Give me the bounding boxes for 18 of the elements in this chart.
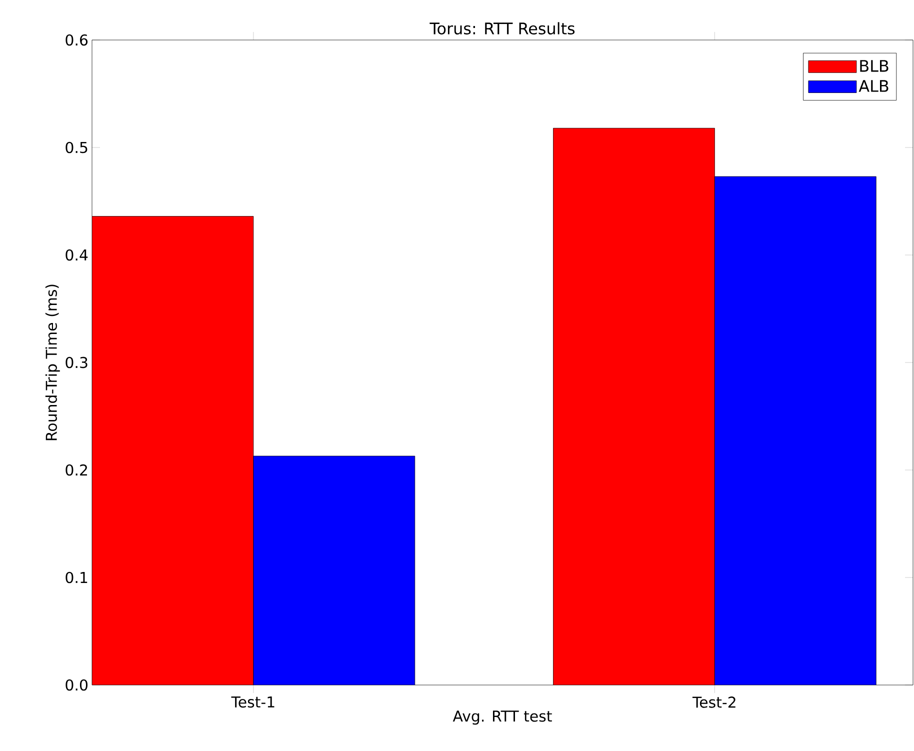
x-tick-label: Test-2 xyxy=(692,696,736,708)
y-axis-title: Round-Trip Time (ms) xyxy=(45,284,60,440)
bar xyxy=(253,456,416,685)
bar xyxy=(92,216,254,685)
y-tick-label: 0.1 xyxy=(66,572,88,584)
y-tick-label: 0.3 xyxy=(66,356,88,368)
bar xyxy=(714,176,876,685)
y-tick-label: 0.4 xyxy=(66,249,88,261)
legend-label: BLB xyxy=(860,60,888,72)
y-tick-label: 0.2 xyxy=(66,464,87,476)
y-tick-label: 0.6 xyxy=(66,34,88,46)
y-tick-label: 0.5 xyxy=(66,142,88,154)
y-tick-label: 0.0 xyxy=(66,679,88,691)
bar xyxy=(553,128,715,685)
chart-title: Torus: RTT Results xyxy=(430,22,575,34)
legend-label: ALB xyxy=(858,80,888,92)
x-tick-label: Test-1 xyxy=(231,696,274,708)
x-axis-title: Avg. RTT test xyxy=(452,710,552,725)
